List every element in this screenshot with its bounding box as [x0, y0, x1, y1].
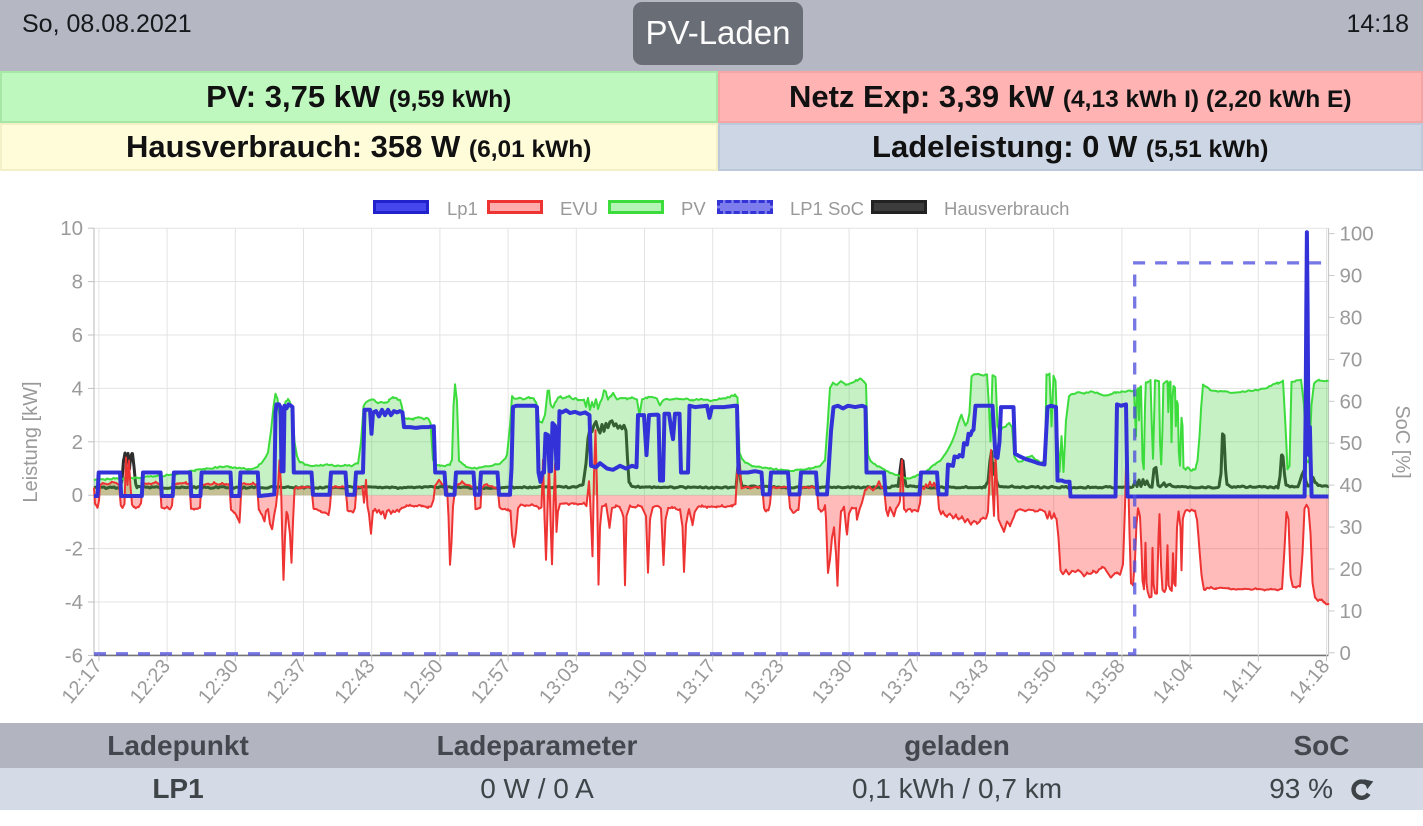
svg-text:12:37: 12:37	[262, 655, 311, 707]
svg-text:8: 8	[72, 271, 83, 294]
svg-text:30: 30	[1340, 516, 1363, 539]
svg-text:100: 100	[1340, 223, 1374, 246]
svg-text:13:50: 13:50	[1012, 655, 1061, 707]
svg-text:13:23: 13:23	[740, 655, 789, 707]
svg-text:4: 4	[72, 377, 83, 400]
svg-text:10: 10	[1340, 600, 1363, 623]
svg-text:13:37: 13:37	[876, 655, 925, 707]
svg-text:12:43: 12:43	[330, 655, 379, 707]
svg-text:50: 50	[1340, 432, 1363, 455]
svg-text:13:10: 13:10	[603, 655, 652, 707]
svg-text:0: 0	[1340, 642, 1351, 665]
svg-text:13:17: 13:17	[671, 655, 720, 707]
svg-text:Leistung [kW]: Leistung [kW]	[20, 381, 42, 502]
svg-text:SoC [%]: SoC [%]	[1391, 405, 1413, 478]
svg-text:6: 6	[72, 324, 83, 347]
svg-text:40: 40	[1340, 474, 1363, 497]
svg-text:13:43: 13:43	[944, 655, 993, 707]
svg-text:14:18: 14:18	[1285, 655, 1334, 707]
svg-text:2: 2	[72, 431, 83, 454]
svg-text:12:57: 12:57	[467, 655, 516, 707]
svg-text:-4: -4	[65, 591, 83, 614]
svg-text:12:30: 12:30	[194, 655, 243, 707]
svg-text:70: 70	[1340, 348, 1363, 371]
svg-text:-6: -6	[65, 644, 83, 667]
svg-text:13:30: 13:30	[808, 655, 857, 707]
svg-text:-2: -2	[65, 538, 83, 561]
svg-text:20: 20	[1340, 558, 1363, 581]
svg-text:80: 80	[1340, 306, 1363, 329]
svg-text:10: 10	[60, 217, 83, 240]
svg-text:90: 90	[1340, 265, 1363, 288]
svg-text:14:04: 14:04	[1149, 655, 1198, 707]
svg-text:60: 60	[1340, 390, 1363, 413]
svg-text:12:23: 12:23	[126, 655, 175, 707]
svg-text:13:58: 13:58	[1081, 655, 1130, 707]
svg-text:12:50: 12:50	[399, 655, 448, 707]
svg-text:14:11: 14:11	[1218, 655, 1266, 706]
svg-text:0: 0	[72, 484, 83, 507]
svg-text:13:03: 13:03	[535, 655, 584, 707]
